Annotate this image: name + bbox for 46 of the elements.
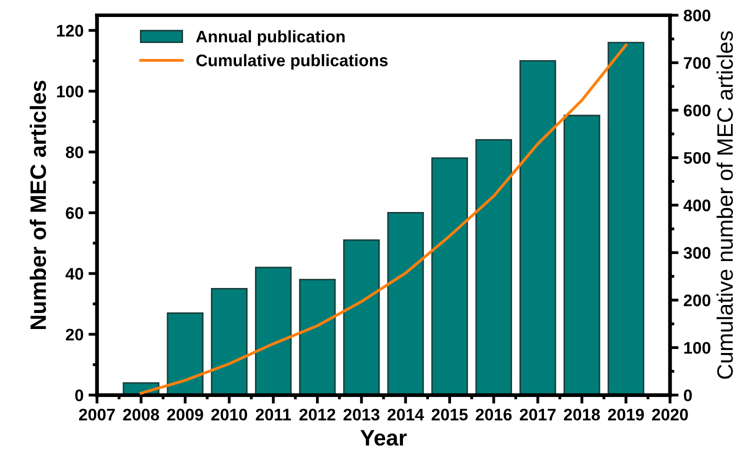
legend-label: Annual publication <box>196 30 345 46</box>
bar <box>608 42 644 396</box>
bar <box>519 60 556 396</box>
y2-tick-label: 500 <box>684 152 710 164</box>
x-tick-label: 2010 <box>211 408 248 421</box>
y-tick-label: 120 <box>57 24 84 37</box>
bar <box>387 212 424 396</box>
y-tick-label: 40 <box>66 268 84 280</box>
bar <box>254 266 292 396</box>
y-tick-label: 60 <box>66 207 84 219</box>
x-tick-label: 2008 <box>123 408 160 421</box>
y-tick-label: 80 <box>66 146 84 158</box>
y-tick-label: 0 <box>75 389 84 402</box>
y-tick-label: 20 <box>66 328 84 340</box>
y2-tick-label: 800 <box>684 10 710 22</box>
bar <box>210 288 248 396</box>
bar <box>564 114 600 396</box>
x-tick-label: 2015 <box>432 408 468 421</box>
bar <box>343 239 380 396</box>
x-tick-label: 2013 <box>344 408 380 421</box>
x-tick-label: 2009 <box>167 408 204 421</box>
y-tick-label: 100 <box>57 86 84 98</box>
x-tick-label: 2007 <box>79 408 115 421</box>
y-axis-title: Number of MEC articles <box>30 80 46 329</box>
y2-axis-title: Cumulative number of MEC articles <box>716 31 733 379</box>
x-tick-label: 2014 <box>388 408 424 421</box>
legend-label: Cumulative publications <box>196 54 388 70</box>
y2-tick-label: 200 <box>684 294 710 306</box>
y2-tick-label: 600 <box>684 104 710 116</box>
x-tick-label: 2016 <box>476 408 512 421</box>
bar <box>166 312 204 396</box>
y2-tick-label: 100 <box>684 342 710 354</box>
y2-tick-label: 0 <box>684 389 692 402</box>
x-axis-title: Year <box>360 430 407 446</box>
bar <box>299 278 336 396</box>
y2-tick-label: 400 <box>683 200 710 212</box>
x-tick-label: 2012 <box>299 408 336 421</box>
bar <box>475 139 512 396</box>
bar <box>431 157 468 396</box>
x-tick-label: 2020 <box>652 408 688 421</box>
x-tick-label: 2019 <box>608 408 644 421</box>
x-tick-label: 2017 <box>520 408 556 421</box>
y2-tick-label: 700 <box>684 57 710 69</box>
x-tick-label: 2011 <box>256 408 291 421</box>
x-tick-label: 2018 <box>564 408 600 421</box>
y2-tick-label: 300 <box>684 247 710 259</box>
